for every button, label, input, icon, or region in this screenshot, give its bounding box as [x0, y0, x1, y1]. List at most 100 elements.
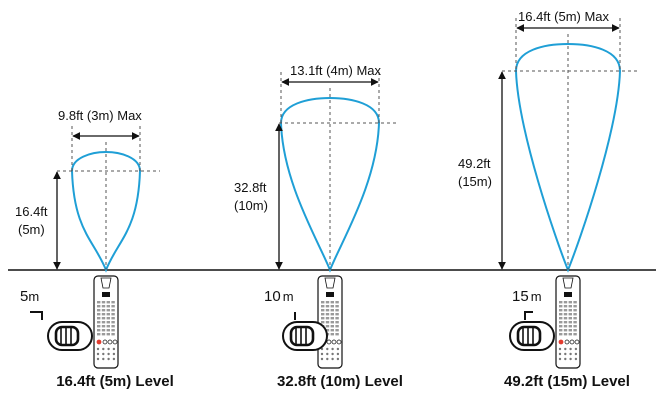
remote-key [111, 317, 115, 320]
beam-panel-1 [30, 126, 160, 369]
remote-key [559, 305, 563, 308]
remote-key [568, 333, 572, 336]
remote-key [335, 313, 339, 316]
remote-small-button [107, 357, 110, 361]
remote-key [325, 321, 330, 324]
beam-panel-3 [498, 18, 640, 369]
remote-keypad [97, 301, 115, 336]
remote-key [563, 325, 568, 328]
remote-key [563, 329, 568, 332]
remote-small-button [107, 347, 110, 351]
beam-panel-2 [275, 72, 399, 369]
remote-logo [326, 292, 334, 297]
remote-key [106, 325, 110, 328]
remote-key [325, 309, 330, 312]
remote-small-button [102, 352, 105, 356]
remote-key [97, 305, 101, 308]
remote-key [321, 313, 325, 316]
remote-small-button [320, 352, 324, 356]
remote-key [563, 305, 568, 308]
remote-key [335, 325, 339, 328]
receiver-window [54, 325, 80, 347]
remote-small-button [558, 347, 562, 351]
switch-line [30, 311, 43, 320]
level-marker: 15 m [512, 288, 542, 306]
height-label-m: (10m) [234, 198, 268, 213]
remote-key [330, 321, 334, 324]
remote-key [573, 301, 577, 304]
remote-small-button [96, 347, 100, 351]
remote-key [330, 301, 334, 304]
remote-key [573, 333, 577, 336]
width-label: 16.4ft (5m) Max [518, 9, 610, 24]
width-label: 9.8ft (3m) Max [58, 108, 142, 123]
remote-small-button [326, 352, 329, 356]
remote-key [101, 305, 106, 308]
remote-key [568, 329, 572, 332]
remote-small-button [564, 352, 567, 356]
receiver-unit-icon [282, 321, 328, 351]
remote-key [111, 325, 115, 328]
beam-outline [514, 42, 622, 273]
remote-key [106, 333, 110, 336]
remote-small-button [574, 347, 578, 351]
remote-control-icon [93, 275, 119, 369]
remote-round-button [331, 339, 337, 345]
remote-key [330, 333, 334, 336]
remote-key [101, 301, 106, 304]
remote-key [330, 305, 334, 308]
remote-key [563, 317, 568, 320]
remote-key [568, 321, 572, 324]
remote-key [335, 301, 339, 304]
remote-small-button [102, 347, 105, 351]
height-label-ft: 16.4ft [15, 204, 48, 219]
remote-key [321, 305, 325, 308]
remote-key [321, 309, 325, 312]
remote-key [106, 317, 110, 320]
level-switch-icon [524, 311, 533, 320]
remote-key [563, 333, 568, 336]
level-marker-value: 10 [264, 288, 281, 305]
remote-round-button [107, 339, 113, 345]
remote-control-icon [317, 275, 343, 369]
height-label-ft: 32.8ft [234, 180, 267, 195]
remote-round-button [574, 339, 580, 345]
level-marker-unit: m [282, 289, 294, 304]
level-marker-unit: m [530, 289, 542, 304]
remote-red-button [558, 339, 564, 345]
remote-small-button [569, 352, 572, 356]
height-label-ft: 49.2ft [458, 156, 491, 171]
remote-key [335, 321, 339, 324]
remote-key [325, 325, 330, 328]
remote-logo [102, 292, 110, 297]
remote-key [559, 313, 563, 316]
remote-emitter [324, 277, 336, 289]
remote-key [568, 325, 572, 328]
remote-small-button [564, 357, 567, 361]
remote-small-button [112, 357, 116, 361]
remote-key [335, 317, 339, 320]
remote-key [559, 317, 563, 320]
width-label: 13.1ft (4m) Max [290, 63, 382, 78]
level-switch-icon [30, 311, 43, 320]
remote-key [101, 333, 106, 336]
remote-key [106, 305, 110, 308]
remote-key [101, 321, 106, 324]
remote-key [97, 317, 101, 320]
level-marker: 5m [20, 288, 39, 306]
remote-small-button [569, 357, 572, 361]
remote-key [330, 325, 334, 328]
remote-key [568, 313, 572, 316]
remote-key [559, 301, 563, 304]
remote-small-button [326, 347, 329, 351]
remote-round-button [336, 339, 342, 345]
remote-small-button [331, 357, 334, 361]
remote-logo [564, 292, 572, 297]
remote-key [111, 313, 115, 316]
remote-emitter [100, 277, 112, 289]
remote-key [101, 309, 106, 312]
receiver-window [289, 325, 315, 347]
switch-line [524, 311, 533, 320]
remote-key [97, 325, 101, 328]
remote-key [97, 309, 101, 312]
